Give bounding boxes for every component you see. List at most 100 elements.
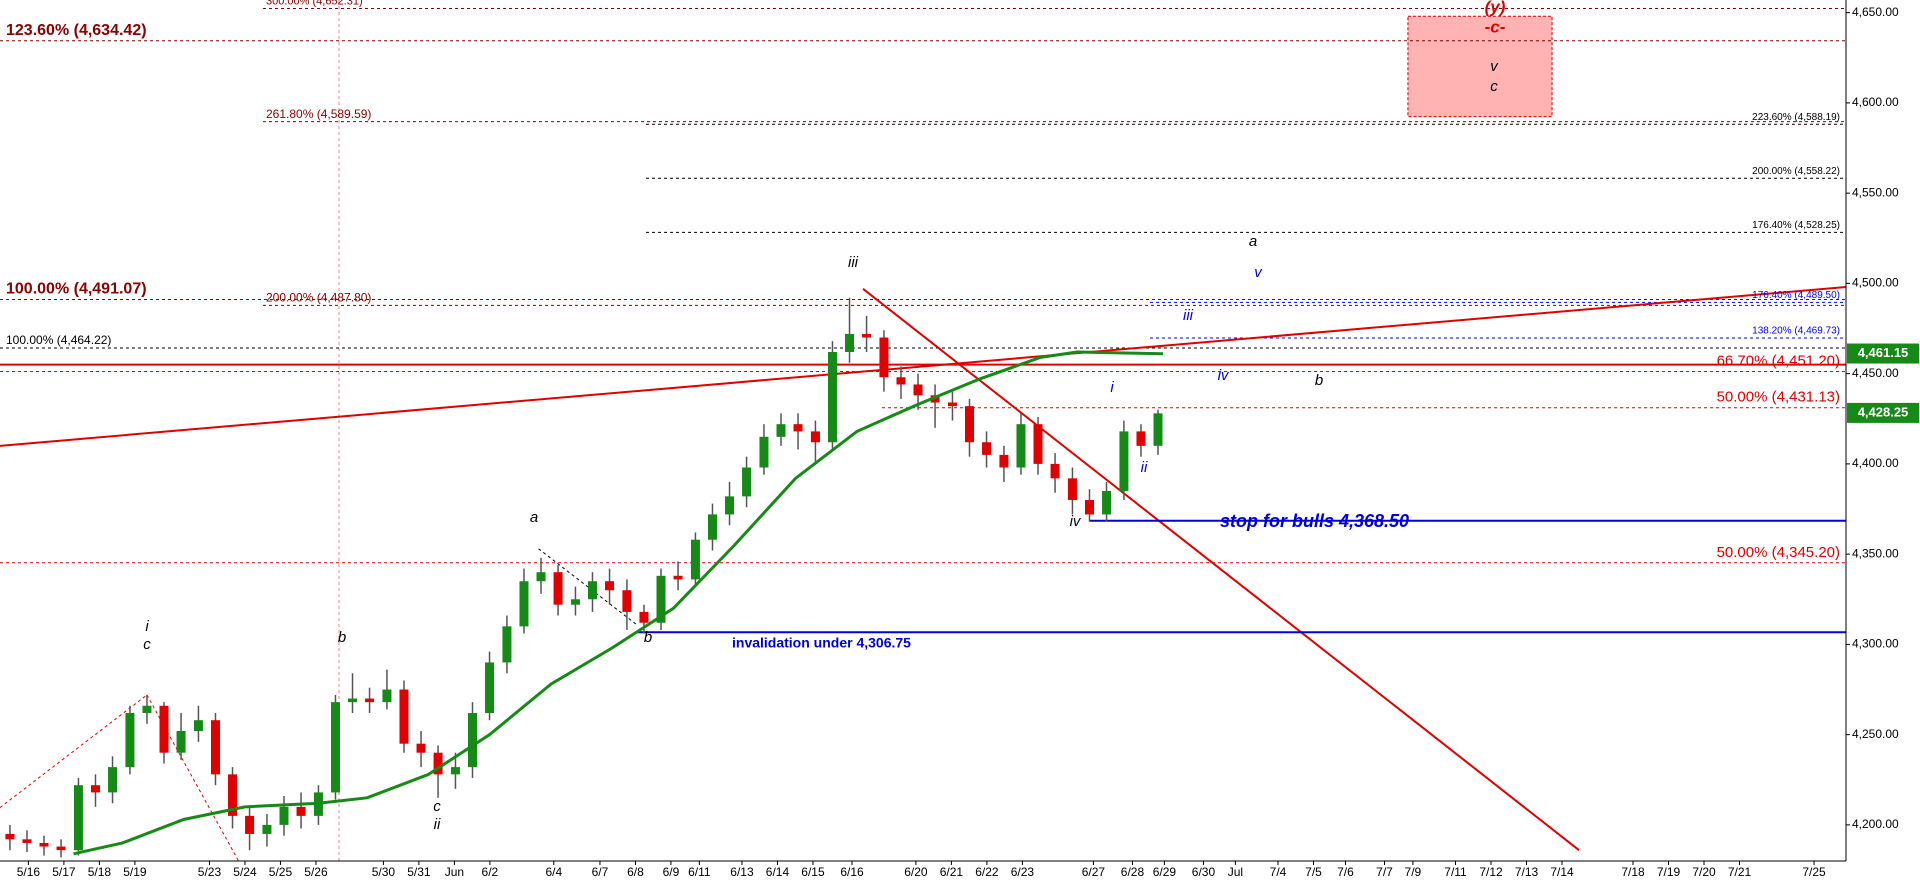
level-label: 66.70% (4,451.20) <box>1717 352 1840 369</box>
x-tick-label: 7/25 <box>1802 865 1826 879</box>
candle-body <box>245 815 255 834</box>
level-label: 100.00% (4,464.22) <box>6 333 111 347</box>
level-label: 300.00% (4,652.31) <box>266 0 363 7</box>
candle-body <box>639 611 649 623</box>
level-label: 138.20% (4,469.73) <box>1752 326 1840 337</box>
x-tick-label: Jun <box>445 865 464 879</box>
candle-body <box>56 846 66 851</box>
x-tick-label: 6/27 <box>1082 865 1106 879</box>
x-tick-label: 6/8 <box>627 865 644 879</box>
candle-body <box>673 575 683 580</box>
candle-body <box>399 689 409 744</box>
candle-body <box>125 712 135 768</box>
y-tick-label: 4,500.00 <box>1852 276 1899 290</box>
x-tick-label: 5/25 <box>269 865 293 879</box>
candle-body <box>296 806 306 816</box>
x-tick-label: 7/20 <box>1692 865 1716 879</box>
y-tick-label: 4,250.00 <box>1852 727 1899 741</box>
x-tick-label: 7/5 <box>1305 865 1322 879</box>
trendline <box>538 548 637 625</box>
candle-body <box>656 575 666 623</box>
x-tick-label: 7/7 <box>1376 865 1393 879</box>
x-tick-label: 7/13 <box>1515 865 1539 879</box>
wave-label: iii <box>1183 307 1194 324</box>
candle-body <box>228 774 238 816</box>
stop-label: invalidation under 4,306.75 <box>732 635 911 651</box>
wave-label: -c- <box>1485 17 1506 36</box>
x-tick-label: 5/17 <box>52 865 76 879</box>
x-tick-label: 6/13 <box>730 865 754 879</box>
x-tick-label: 5/16 <box>17 865 41 879</box>
x-tick-label: 6/23 <box>1011 865 1035 879</box>
x-tick-label: 7/12 <box>1479 865 1503 879</box>
y-tick-label: 4,650.00 <box>1852 5 1899 19</box>
level-label: 100.00% (4,491.07) <box>6 281 147 298</box>
x-tick-label: 5/19 <box>123 865 147 879</box>
moving-average <box>73 350 1164 856</box>
wave-label: i <box>1110 379 1114 396</box>
level-label: 176.40% (4,489.50) <box>1752 290 1840 301</box>
candle-body <box>433 752 443 775</box>
y-tick-label: 4,400.00 <box>1852 456 1899 470</box>
x-tick-label: 7/6 <box>1337 865 1354 879</box>
x-tick-label: 6/28 <box>1121 865 1145 879</box>
y-tick-label: 4,550.00 <box>1852 185 1899 199</box>
candle-body <box>1153 413 1163 446</box>
price-tag-label: 4,461.15 <box>1858 345 1909 360</box>
x-tick-label: 5/26 <box>304 865 328 879</box>
x-tick-label: 7/9 <box>1405 865 1422 879</box>
level-label: 50.00% (4,431.13) <box>1717 389 1840 406</box>
x-tick-label: 7/4 <box>1270 865 1287 879</box>
y-tick-label: 4,600.00 <box>1852 95 1899 109</box>
wave-label: a <box>1249 233 1257 250</box>
candle-body <box>90 785 100 793</box>
x-tick-label: Jul <box>1228 865 1243 879</box>
price-tag <box>1847 343 1919 364</box>
x-tick-label: 5/31 <box>407 865 431 879</box>
x-tick-label: 6/7 <box>592 865 609 879</box>
wave-label: iv <box>1070 513 1082 530</box>
candle-body <box>416 743 426 753</box>
price-tag <box>1847 402 1919 423</box>
wave-label: b <box>338 629 346 646</box>
level-label: 223.60% (4,588.19) <box>1752 112 1840 123</box>
x-tick-label: 6/30 <box>1192 865 1216 879</box>
level-label: 200.00% (4,558.22) <box>1752 166 1840 177</box>
candle-body <box>142 705 152 713</box>
candle-body <box>485 662 495 713</box>
stop-label: stop for bulls 4,368.50 <box>1220 511 1409 531</box>
x-tick-label: 6/14 <box>766 865 790 879</box>
x-tick-label: 5/24 <box>233 865 257 879</box>
wave-label: a <box>530 509 538 526</box>
candle-body <box>536 572 546 582</box>
y-tick-label: 4,350.00 <box>1852 546 1899 560</box>
candle-body <box>1067 478 1077 500</box>
candle-body <box>73 785 83 851</box>
candle-body <box>759 436 769 468</box>
candle-body <box>1136 431 1146 446</box>
candle-body <box>193 720 203 732</box>
candle-body <box>365 698 375 703</box>
candle-body <box>1050 463 1060 479</box>
x-tick-label: 7/21 <box>1728 865 1752 879</box>
x-tick-label: 6/21 <box>940 865 964 879</box>
candle-body <box>159 705 169 753</box>
candle-body <box>330 702 340 793</box>
y-tick-label: 4,450.00 <box>1852 366 1899 380</box>
candle-body <box>108 767 118 793</box>
x-tick-label: 6/22 <box>975 865 999 879</box>
level-label: 123.60% (4,634.42) <box>6 22 147 39</box>
x-tick-label: 6/4 <box>545 865 562 879</box>
trendline <box>0 694 148 808</box>
candle-body <box>570 599 580 605</box>
candle-body <box>913 384 923 396</box>
target-zone <box>1407 15 1553 118</box>
candle-body <box>382 689 392 703</box>
candle-body <box>1016 424 1026 468</box>
x-tick-label: 7/11 <box>1444 865 1467 879</box>
candle-body <box>725 496 735 515</box>
candle-body <box>553 572 563 605</box>
wave-label: i <box>145 618 149 635</box>
candle-body <box>742 467 752 497</box>
